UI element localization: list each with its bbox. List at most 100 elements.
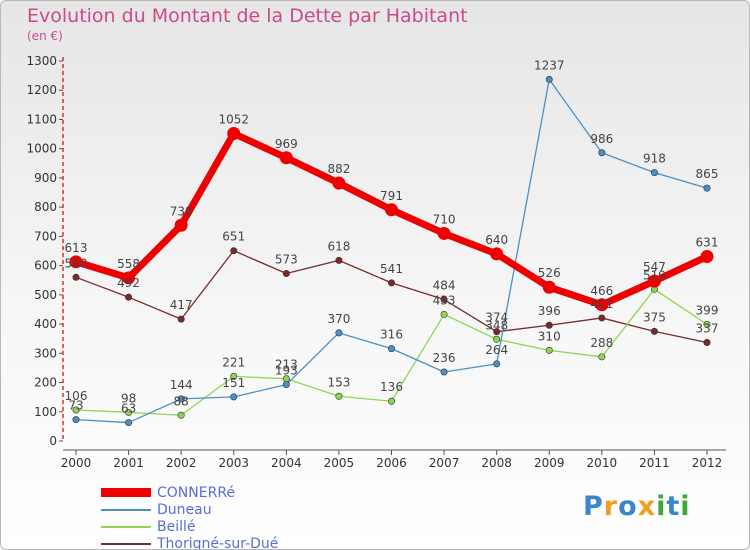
- data-label: 337: [696, 321, 719, 335]
- data-label: 1237: [534, 58, 565, 72]
- y-tick-label: 900: [34, 171, 57, 185]
- x-tick-label: 2009: [534, 456, 565, 470]
- data-point: [335, 329, 343, 337]
- y-tick-label: 800: [34, 200, 57, 214]
- data-point: [230, 247, 238, 255]
- data-label: 310: [538, 329, 561, 343]
- y-tick-label: 200: [34, 376, 57, 390]
- data-point: [177, 411, 185, 419]
- data-label: 396: [538, 304, 561, 318]
- data-point: [595, 298, 609, 312]
- data-label: 969: [275, 137, 298, 151]
- legend-swatch: [101, 508, 151, 511]
- data-label: 651: [222, 230, 245, 244]
- data-point: [440, 368, 448, 376]
- legend-item: Thorigné-sur-Dué: [101, 535, 279, 550]
- legend-item: CONNERRé: [101, 484, 278, 501]
- legend-label: Beillé: [157, 518, 196, 535]
- data-label: 144: [170, 378, 193, 392]
- data-point: [72, 406, 80, 414]
- legend-label: CONNERRé: [157, 484, 236, 501]
- data-label: 88: [174, 394, 189, 408]
- data-point: [703, 184, 711, 192]
- data-point: [385, 203, 398, 217]
- brand-letter: r: [603, 491, 619, 522]
- x-tick-label: 2003: [218, 456, 249, 470]
- data-label: 433: [433, 293, 456, 307]
- data-point: [230, 393, 238, 401]
- data-label: 618: [327, 239, 350, 253]
- data-label: 106: [65, 389, 88, 403]
- chart-legend: CONNERRé Duneau Beillé Thorigné-sur-Dué: [101, 484, 279, 550]
- y-tick-label: 100: [34, 405, 57, 419]
- data-label: 348: [485, 318, 508, 332]
- data-label: 640: [485, 233, 508, 247]
- data-point: [72, 416, 80, 424]
- data-label: 560: [65, 256, 88, 270]
- data-point: [387, 397, 395, 405]
- data-point: [440, 310, 448, 318]
- data-label: 153: [327, 375, 350, 389]
- y-tick-label: 500: [34, 288, 57, 302]
- data-point: [72, 273, 80, 281]
- data-point: [282, 270, 290, 278]
- data-point: [545, 321, 553, 329]
- data-point: [440, 296, 448, 304]
- x-tick-label: 2004: [271, 456, 302, 470]
- data-label: 63: [121, 402, 136, 416]
- data-point: [493, 360, 501, 368]
- legend-swatch: [101, 542, 151, 545]
- data-label: 865: [696, 167, 719, 181]
- legend-label: Thorigné-sur-Dué: [157, 535, 279, 550]
- data-label: 375: [643, 310, 666, 324]
- data-point: [545, 75, 553, 83]
- brand-logo: Proxiti: [583, 491, 691, 522]
- data-label: 541: [380, 262, 403, 276]
- data-point: [650, 169, 658, 177]
- data-point: [703, 338, 711, 346]
- legend-item: Duneau: [101, 501, 278, 518]
- data-point: [703, 320, 711, 328]
- brand-letter: P: [583, 491, 604, 522]
- x-tick-label: 2000: [61, 456, 92, 470]
- legend-item: Beillé: [101, 518, 278, 535]
- data-label: 421: [590, 297, 613, 311]
- data-point: [227, 126, 241, 140]
- data-label: 791: [380, 189, 403, 203]
- data-point: [647, 274, 661, 288]
- y-tick-label: 1000: [26, 142, 57, 156]
- data-point: [387, 279, 395, 287]
- brand-letter: t: [666, 491, 681, 522]
- brand-letter: i: [656, 491, 667, 522]
- data-label: 986: [590, 132, 613, 146]
- y-tick-label: 300: [34, 346, 57, 360]
- chart-title: Evolution du Montant de la Dette par Hab…: [27, 5, 468, 27]
- data-label: 631: [696, 236, 719, 250]
- y-tick-label: 1100: [26, 112, 57, 126]
- legend-label: Duneau: [157, 501, 212, 518]
- y-tick-label: 400: [34, 317, 57, 331]
- y-tick-label: 700: [34, 229, 57, 243]
- data-point: [279, 151, 293, 165]
- data-point: [177, 315, 185, 323]
- data-point: [598, 314, 606, 322]
- data-label: 547: [643, 260, 666, 274]
- chart-unit: (en €): [27, 29, 63, 43]
- data-point: [545, 346, 553, 354]
- data-point: [490, 247, 504, 261]
- x-tick-label: 2011: [639, 456, 670, 470]
- data-point: [542, 280, 556, 294]
- legend-swatch: [101, 525, 151, 528]
- data-point: [177, 395, 185, 403]
- brand-letter: i: [680, 491, 691, 522]
- brand-letter: o: [618, 491, 638, 522]
- x-tick-label: 2002: [166, 456, 197, 470]
- data-label: 484: [433, 279, 456, 293]
- data-point: [125, 408, 133, 416]
- data-label: 73: [68, 399, 83, 413]
- data-point: [125, 293, 133, 301]
- data-label: 288: [590, 336, 613, 350]
- data-point: [335, 392, 343, 400]
- data-label: 1052: [218, 112, 249, 126]
